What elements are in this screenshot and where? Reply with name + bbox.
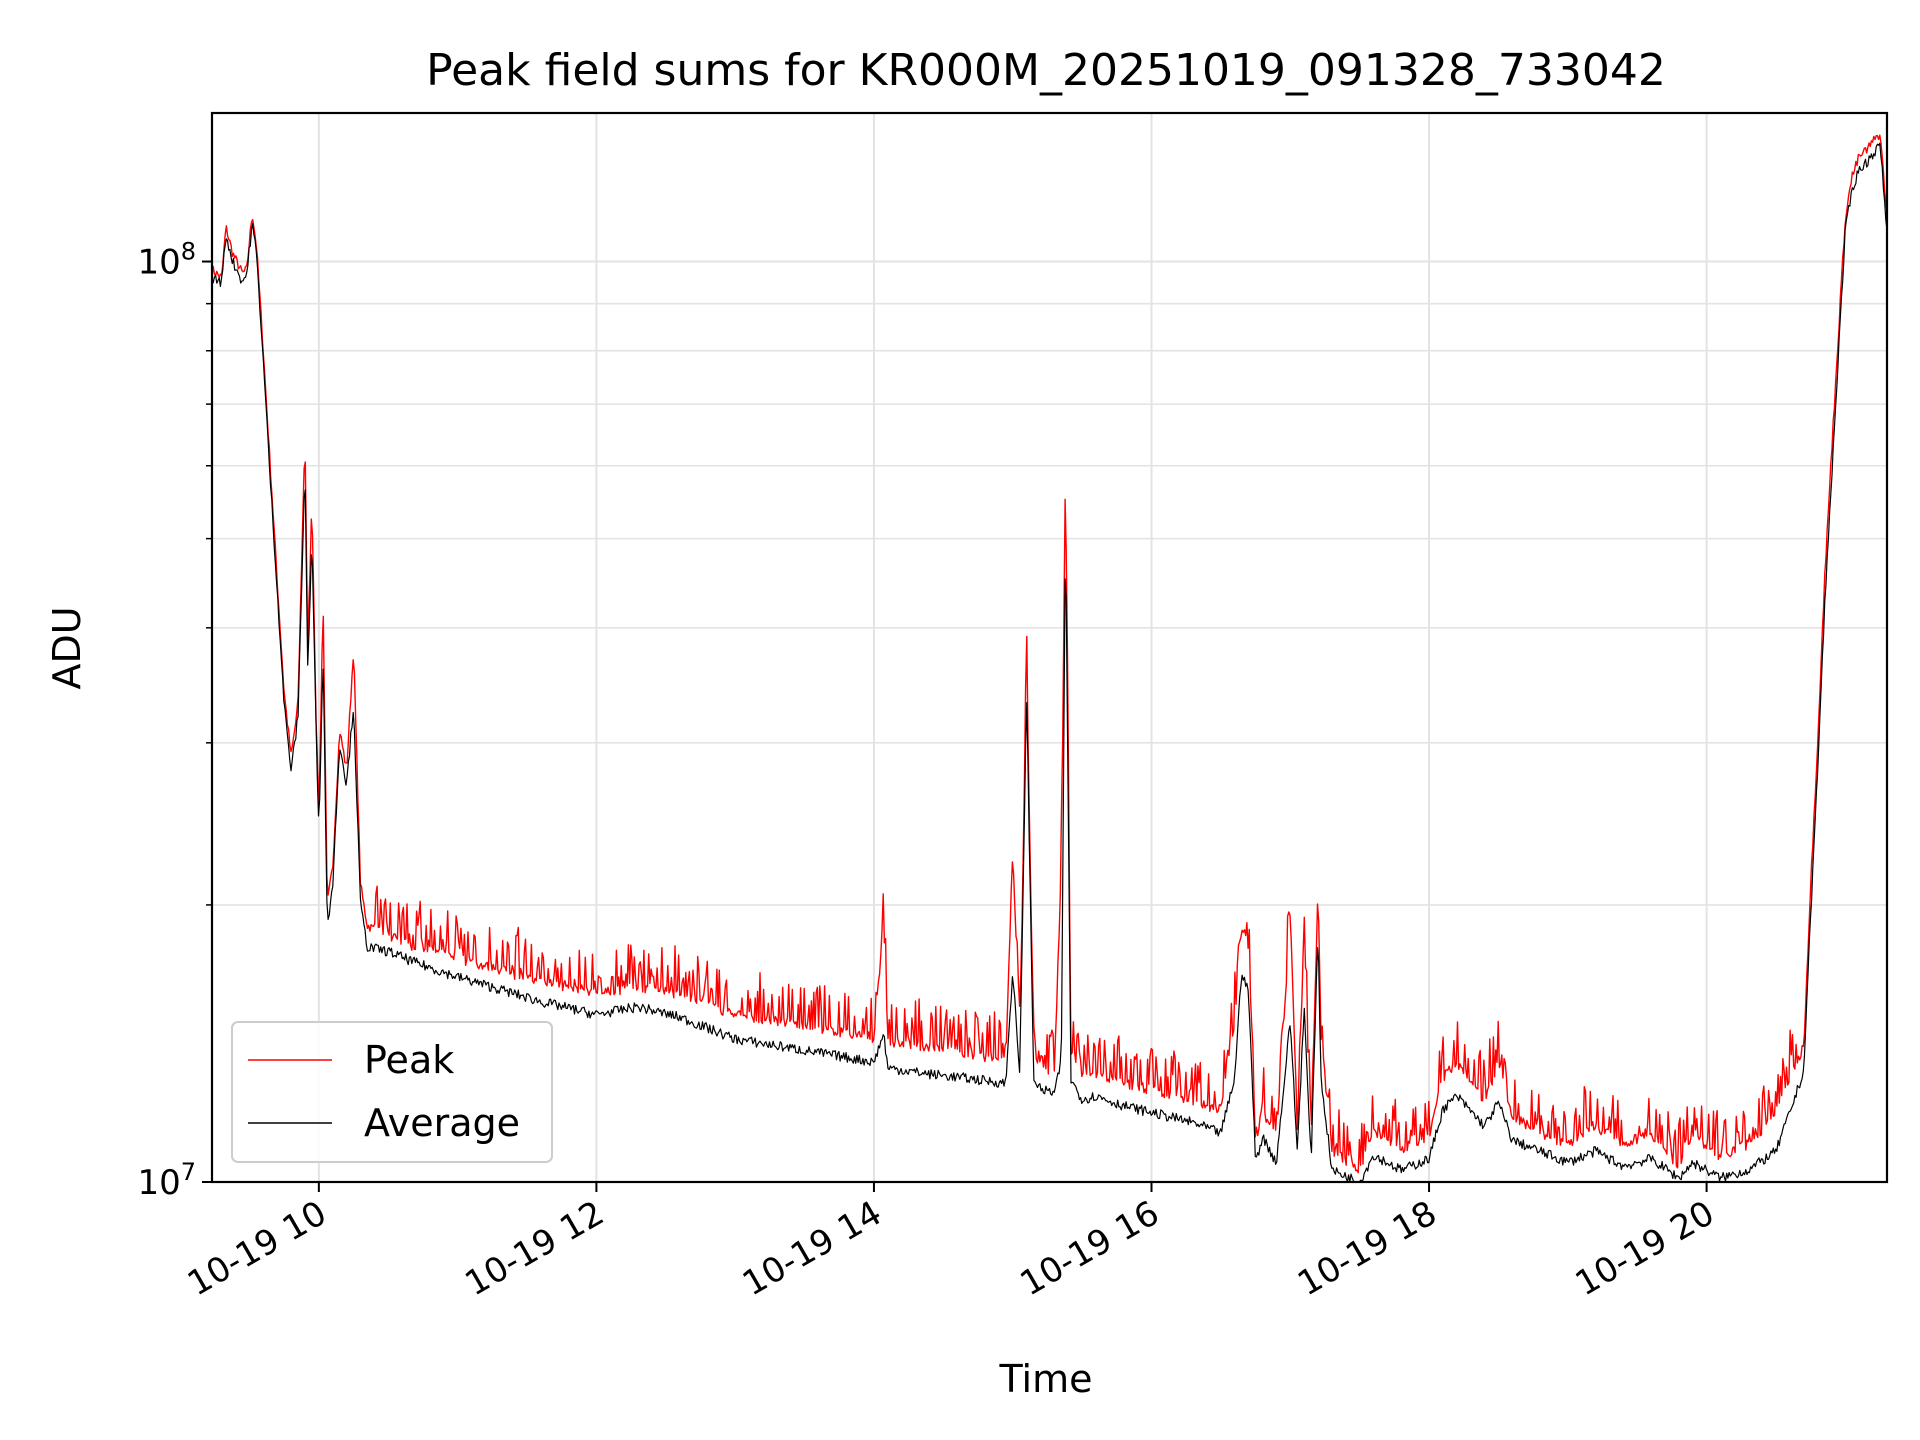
y-axis-label: ADU (45, 606, 89, 689)
y-tick-label: 108 (137, 238, 196, 283)
x-axis-label: Time (999, 1357, 1093, 1401)
axes-frame (210, 111, 1889, 1184)
legend: Peak Average (231, 1021, 553, 1163)
x-tick-label: 10-19 18 (1291, 1193, 1443, 1304)
x-axis-ticks: 10-19 10 10-19 12 10-19 14 10-19 16 10-19 18… (181, 1182, 1721, 1304)
y-axis-ticks: 107 108 (137, 238, 212, 1203)
legend-average-label: Average (364, 1101, 520, 1145)
series-line-peak (211, 134, 1888, 1174)
x-tick-label: 10-19 10 (181, 1193, 333, 1304)
legend-box (231, 1021, 553, 1163)
x-tick-label: 10-19 12 (459, 1193, 611, 1304)
plot-area (211, 134, 1888, 1183)
y-tick-label: 107 (137, 1158, 196, 1203)
chart-title: Peak field sums for KR000M_20251019_0913… (426, 45, 1666, 96)
x-tick-label: 10-19 16 (1014, 1193, 1166, 1304)
x-tick-label: 10-19 14 (736, 1193, 888, 1304)
series-line-average (211, 142, 1888, 1183)
grid-lines (212, 113, 1887, 1183)
legend-peak-label: Peak (364, 1038, 454, 1082)
x-tick-label: 10-19 20 (1569, 1193, 1721, 1304)
